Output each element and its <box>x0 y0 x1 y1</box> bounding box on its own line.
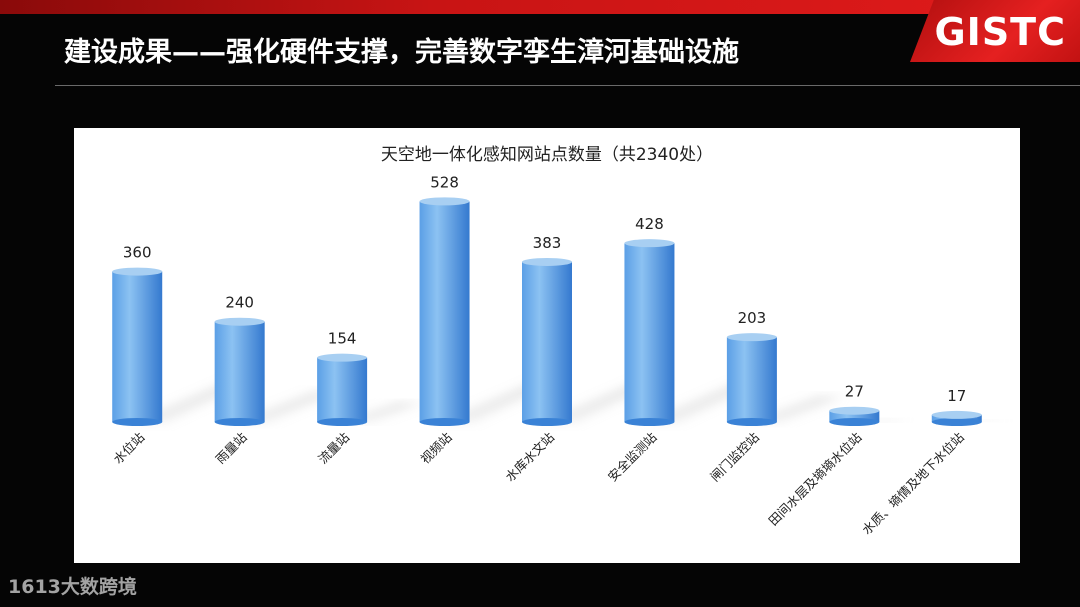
bar-base <box>214 418 265 426</box>
bar-base <box>317 418 368 426</box>
data-label: 528 <box>430 173 459 191</box>
data-label: 383 <box>533 234 562 252</box>
category-label: 水质、墒情及地下水位站 <box>859 430 967 538</box>
header-band <box>0 0 1080 14</box>
category-label: 水库水文站 <box>502 430 557 485</box>
bar-cap <box>624 239 675 248</box>
chart-title: 天空地一体化感知网站点数量（共2340处） <box>381 145 713 165</box>
category-label: 田间水层及墒墒水位站 <box>765 430 864 529</box>
data-label: 360 <box>123 244 152 262</box>
bar-cap <box>829 406 880 415</box>
value-labels: 360 240 154 528 383 428 203 27 17 <box>123 173 966 405</box>
data-label: 240 <box>225 294 254 312</box>
slide-title: 建设成果——强化硬件支撑，完善数字孪生漳河基础设施 <box>64 37 739 68</box>
bar-cap <box>931 410 982 419</box>
watermark-text: 大数跨境 <box>60 576 137 598</box>
category-label: 流量站 <box>315 430 352 467</box>
bar <box>726 337 777 422</box>
category-label: 闸门监控站 <box>707 430 762 485</box>
bar <box>317 357 368 422</box>
bar-cap <box>214 317 265 326</box>
brand-logo: GISTC <box>934 10 1066 54</box>
data-label: 154 <box>328 330 357 348</box>
category-label: 雨量站 <box>213 430 250 467</box>
bar-base <box>522 418 572 426</box>
watermark-prefix: 1613 <box>8 576 61 598</box>
data-label: 203 <box>738 309 767 327</box>
bar-chart: 天空地一体化感知网站点数量（共2340处） 360 240 154 528 383 428… <box>110 145 1011 538</box>
bar-base <box>726 418 777 426</box>
bar <box>419 201 470 422</box>
category-label: 水位站 <box>110 430 147 467</box>
data-label: 428 <box>635 215 664 233</box>
data-label: 27 <box>845 383 864 401</box>
bar-cap <box>112 267 163 276</box>
bar-cap <box>522 257 572 266</box>
category-label: 视频站 <box>418 430 455 467</box>
bar-cap <box>419 197 470 206</box>
bar-base <box>829 418 880 426</box>
bar-base <box>112 418 163 426</box>
title-divider <box>55 85 1080 86</box>
bar <box>214 321 265 422</box>
bar <box>829 410 880 422</box>
bar-base <box>624 418 675 426</box>
bars-group <box>112 197 982 426</box>
category-labels: 水位站 雨量站 流量站 视频站 水库水文站 安全监测站 闸门监控站 田间水层及墒墒水位站水质、… <box>110 430 967 538</box>
category-label: 安全监测站 <box>605 430 660 485</box>
bar-cap <box>317 353 368 362</box>
brand-logo-block: GISTC <box>910 0 1080 62</box>
watermark: 1613大数跨境 <box>8 572 137 599</box>
chart-panel: 天空地一体化感知网站点数量（共2340处） 360 240 154 528 383 428… <box>74 128 1020 563</box>
bar-base <box>931 418 982 426</box>
bar <box>624 243 675 422</box>
bar-cap <box>726 333 777 342</box>
bar <box>112 271 163 422</box>
bar-base <box>419 418 470 426</box>
data-label: 17 <box>947 387 966 405</box>
bar <box>522 261 572 422</box>
